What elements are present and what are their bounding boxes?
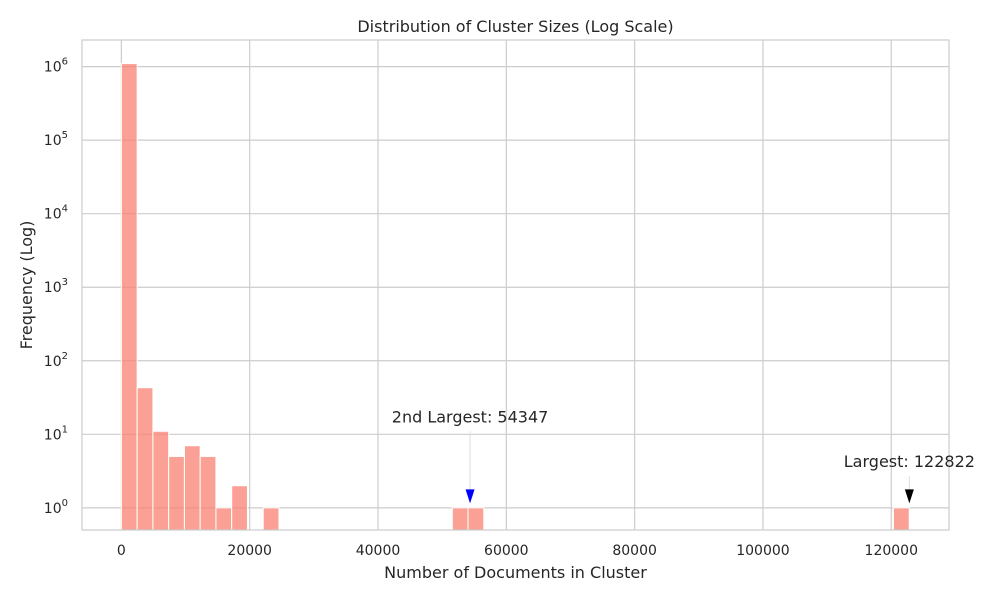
- y-tick-label: 101: [44, 424, 68, 443]
- y-tick-label: 103: [44, 277, 68, 296]
- histogram-bar: [136, 387, 154, 531]
- histogram-bar: [262, 507, 280, 531]
- x-tick-label: 80000: [612, 543, 657, 559]
- y-tick-label: 106: [44, 57, 68, 76]
- x-tick-label: 0: [117, 543, 126, 559]
- histogram-bar: [215, 507, 233, 531]
- y-axis-label: Frequency (Log): [17, 221, 36, 350]
- x-axis-label: Number of Documents in Cluster: [384, 563, 647, 582]
- histogram-bar: [152, 430, 170, 531]
- x-tick-label: 120000: [865, 543, 918, 559]
- annotations: 2nd Largest: 54347 Largest: 122822: [392, 407, 975, 504]
- histogram-bar: [892, 507, 910, 531]
- x-tick-label: 20000: [227, 543, 272, 559]
- x-axis-ticks: 0 20000 40000 60000 80000 100000 120000: [117, 543, 918, 559]
- x-tick-label: 40000: [356, 543, 401, 559]
- histogram-bar: [183, 445, 201, 531]
- histogram-bar: [231, 485, 248, 531]
- x-tick-label: 60000: [484, 543, 529, 559]
- annotation-label: Largest: 122822: [844, 452, 975, 471]
- histogram-bar: [451, 507, 469, 531]
- y-tick-label: 104: [44, 204, 68, 223]
- annotation-arrow-head: [904, 489, 914, 504]
- y-tick-label: 102: [44, 351, 68, 370]
- chart-title: Distribution of Cluster Sizes (Log Scale…: [357, 17, 673, 36]
- annotation-label: 2nd Largest: 54347: [392, 407, 549, 426]
- histogram-bar: [199, 455, 217, 531]
- y-tick-label: 105: [44, 130, 68, 149]
- annotation-arrow-head: [465, 489, 475, 504]
- histogram-bar: [168, 455, 185, 531]
- histogram-bar: [120, 63, 138, 531]
- plot-frame: [81, 39, 950, 531]
- histogram-bar: [467, 507, 485, 531]
- y-tick-label: 100: [44, 498, 68, 517]
- y-axis-ticks: 100 101 102 103 104 105 106: [44, 57, 68, 517]
- x-tick-label: 100000: [736, 543, 789, 559]
